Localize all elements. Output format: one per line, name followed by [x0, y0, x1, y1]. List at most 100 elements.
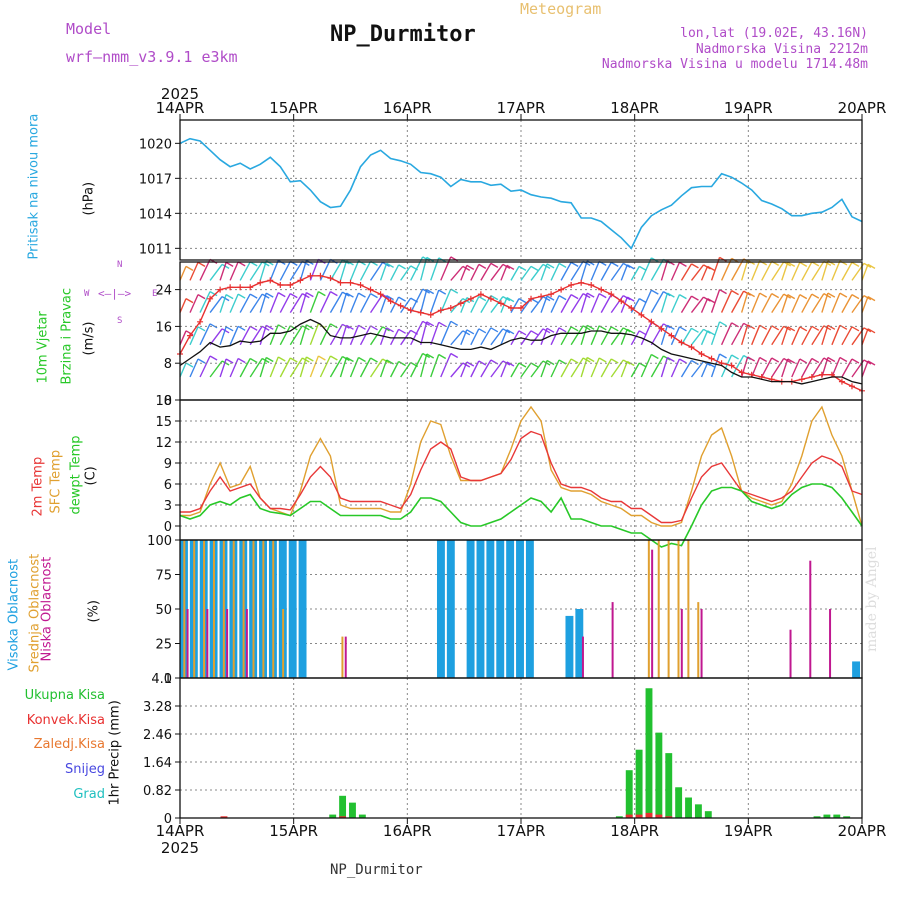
- wind-gust-marker: [227, 284, 234, 291]
- model-label: Model: [66, 20, 112, 38]
- cloud-bar: [341, 636, 344, 678]
- wind-barb-flag: [787, 261, 796, 268]
- precip-bar: [843, 816, 851, 818]
- wind-barb: [791, 294, 801, 313]
- cloud-bar: [212, 540, 215, 678]
- wind-barb: [379, 263, 388, 281]
- wind-barb: [199, 323, 211, 346]
- wind-barb: [339, 325, 348, 346]
- bottom-day-label: 17APR: [497, 822, 546, 840]
- wind-gust-marker: [447, 305, 454, 311]
- wind-barb-flag: [747, 291, 755, 298]
- wind-barb: [781, 294, 789, 313]
- wind-barb-flag: [450, 320, 459, 326]
- wind-barb: [781, 358, 789, 378]
- wind-barb: [440, 256, 452, 281]
- model-altitude: Nadmorska Visina u modelu 1714.48m: [601, 57, 868, 72]
- wind-gust-marker: [678, 339, 685, 346]
- wind-barb: [199, 259, 211, 281]
- wind-gust-marker: [658, 325, 665, 332]
- cloud-bar: [657, 540, 660, 678]
- precip-label-frz: Zaledj.Kisa: [33, 737, 105, 752]
- wind-barb-flag: [851, 326, 860, 332]
- wind-barb: [440, 353, 452, 378]
- cloud-bar: [446, 540, 455, 678]
- precip-bar: [358, 814, 366, 818]
- wind-barb-flag: [478, 295, 487, 302]
- wind-barb: [480, 263, 492, 281]
- wind-speed-line: [179, 318, 863, 385]
- wind-barb: [229, 358, 239, 378]
- compass-e: E: [152, 289, 158, 299]
- wind-barb-flag: [426, 288, 435, 295]
- wind-barb: [189, 294, 199, 313]
- wind-barb: [279, 261, 291, 281]
- wind-gust-marker: [357, 282, 364, 288]
- wind-barb: [761, 325, 773, 346]
- wind-barb-flag: [237, 325, 246, 331]
- cloud-bar: [222, 540, 225, 678]
- wind-barb-flag: [450, 352, 459, 359]
- wind-barb-flag: [185, 297, 194, 304]
- wind-barb: [811, 357, 825, 378]
- wind-barb-flag: [558, 294, 567, 301]
- top-day-label: 18APR: [610, 99, 659, 117]
- wind-barb-flag: [490, 327, 499, 333]
- wind-gust-marker: [247, 284, 254, 291]
- precip-bar: [694, 804, 702, 818]
- wind-barb: [650, 355, 664, 378]
- y-tick-label: 1020: [139, 137, 172, 152]
- wind-barb: [329, 259, 344, 281]
- wind-barb-flag: [209, 355, 218, 361]
- wind-barb: [179, 298, 187, 313]
- wind-barb-flag: [518, 297, 527, 304]
- wind-barb: [761, 357, 773, 378]
- wind-barb: [580, 292, 588, 313]
- wind-barb-flag: [197, 293, 206, 300]
- wind-barb: [450, 265, 464, 281]
- wind-barb: [510, 330, 520, 346]
- wind-barb: [470, 264, 480, 281]
- wind-barb-flag: [490, 294, 499, 301]
- wind-barb-flag: [851, 358, 860, 364]
- cloud-bar: [476, 540, 485, 678]
- wind-gust-marker: [838, 378, 845, 385]
- wind-barb-flag: [691, 359, 699, 366]
- wind-barb: [470, 328, 480, 346]
- wind-barb-flag: [598, 292, 607, 299]
- wind-barb-flag: [225, 326, 234, 332]
- wind-barb: [279, 357, 291, 378]
- bottom-day-label: 20APR: [838, 822, 887, 840]
- cloud-bar: [575, 609, 584, 678]
- wind-barb-flag: [386, 294, 394, 301]
- wind-barb-flag: [851, 293, 860, 300]
- wind-barb-flag: [851, 261, 860, 268]
- wind-barb-flag: [265, 324, 274, 330]
- wind-gust-marker: [808, 374, 815, 380]
- wind-barb-flag: [570, 358, 579, 364]
- wind-gust-marker: [327, 275, 334, 282]
- wind-barb: [309, 323, 320, 346]
- wind-barb-flag: [827, 324, 836, 330]
- wind-barb: [861, 264, 869, 281]
- wind-barb: [580, 357, 588, 378]
- compass-w: W: [84, 289, 90, 299]
- wind-barb: [319, 323, 332, 346]
- wind-barb-flag: [691, 295, 699, 301]
- wind-barb-flag: [346, 356, 354, 363]
- wind-barb-flag: [426, 353, 435, 359]
- wind-barb: [620, 329, 628, 346]
- wind-gust-marker: [538, 293, 545, 300]
- wind-barb-flag: [586, 324, 595, 330]
- wind-barb-flag: [626, 264, 635, 270]
- wind-barb: [319, 291, 332, 313]
- wind-barb: [560, 294, 572, 313]
- wind-barb: [369, 262, 384, 281]
- wind-gust-marker: [728, 362, 735, 369]
- wind-barb-flag: [506, 329, 515, 335]
- wind-barb: [720, 354, 733, 378]
- wind-barb: [630, 298, 640, 313]
- wind-barb: [670, 262, 681, 281]
- wind-barb: [239, 261, 251, 281]
- wind-barb-flag: [707, 297, 715, 304]
